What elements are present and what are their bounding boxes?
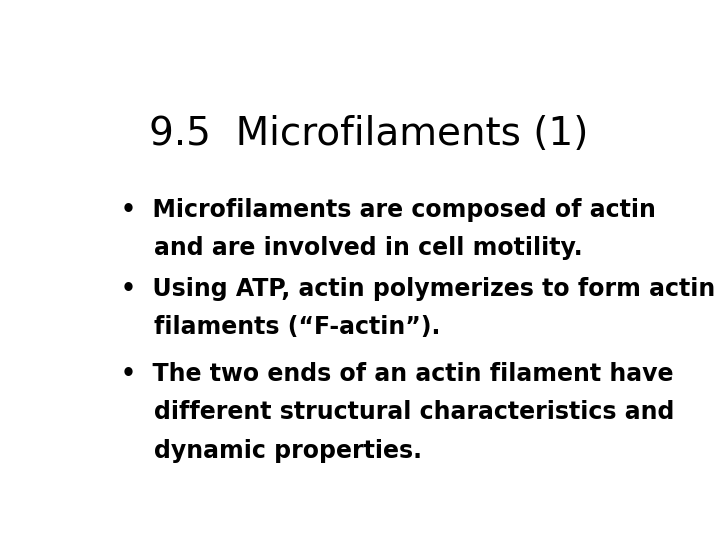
Text: filaments (“F-actin”).: filaments (“F-actin”). [121,315,440,339]
Text: •  Microfilaments are composed of actin: • Microfilaments are composed of actin [121,198,656,222]
Text: dynamic properties.: dynamic properties. [121,438,422,463]
Text: different structural characteristics and: different structural characteristics and [121,400,674,424]
Text: 9.5  Microfilaments (1): 9.5 Microfilaments (1) [149,114,589,153]
Text: •  Using ATP, actin polymerizes to form actin: • Using ATP, actin polymerizes to form a… [121,277,715,301]
Text: •  The two ends of an actin filament have: • The two ends of an actin filament have [121,362,673,386]
Text: and are involved in cell motility.: and are involved in cell motility. [121,236,582,260]
